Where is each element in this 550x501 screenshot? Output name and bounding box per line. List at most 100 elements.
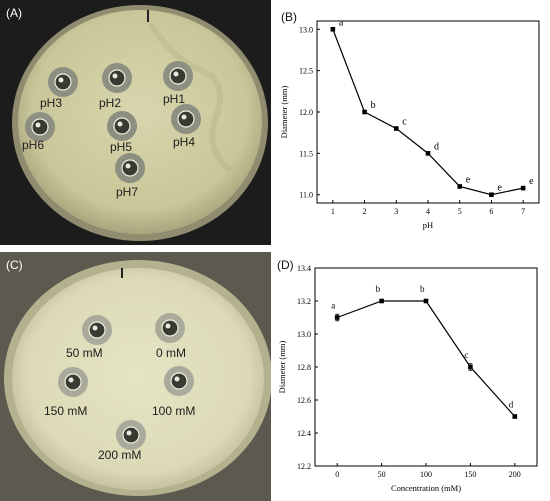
significance-label: e	[466, 174, 471, 185]
y-tick-label: 12.4	[297, 429, 311, 438]
x-tick-label: 4	[426, 207, 430, 216]
x-tick-label: 200	[509, 470, 521, 479]
data-point	[468, 364, 473, 370]
significance-label: d	[434, 141, 439, 152]
y-tick-label: 12.8	[297, 363, 311, 372]
x-axis-label: pH	[423, 220, 433, 230]
significance-label: e	[497, 183, 502, 194]
well-hole	[177, 110, 195, 128]
x-tick-label: 50	[378, 470, 386, 479]
well-hole	[31, 118, 49, 136]
data-point	[520, 185, 526, 191]
significance-label: b	[371, 100, 376, 111]
panel-b-chart: 1 2 3 4 5 6 7 11.0 11.5 12.0 12.5 13.0 pH Diameter (m…	[271, 0, 550, 248]
plot-frame	[314, 267, 538, 467]
data-point	[334, 315, 340, 320]
well-hole	[108, 69, 126, 87]
significance-label: e	[529, 176, 534, 187]
wells-c	[58, 313, 194, 450]
panel-label: (B)	[281, 10, 297, 24]
data-point	[330, 26, 336, 32]
wells-a	[25, 61, 201, 183]
data-point	[489, 192, 494, 198]
well-hole	[122, 426, 140, 444]
well-highlight	[58, 77, 64, 83]
data-point	[393, 126, 399, 131]
x-tick-label: 150	[464, 470, 476, 479]
y-tick-label: 12.2	[297, 462, 311, 471]
well-highlight	[165, 323, 171, 329]
significance-label: b	[376, 284, 381, 294]
significance-label: c	[402, 117, 407, 128]
well-label: 150 mM	[44, 404, 88, 418]
well-hole	[170, 372, 188, 390]
agar-surface	[18, 10, 262, 234]
well-highlight	[181, 114, 187, 120]
data-point	[379, 298, 384, 304]
y-tick-label: 12.0	[299, 108, 313, 117]
data-point	[423, 298, 429, 304]
panel-label: (A)	[6, 6, 22, 20]
well-label: 50 mM	[66, 346, 103, 360]
panel-c-photo: (C) 50 mM 0 mM 150 mM 100 mM 200 mM	[0, 252, 271, 501]
plate-c-illustration	[4, 260, 271, 496]
series-line	[332, 29, 524, 196]
y-axis-label: Diameter (mm)	[279, 86, 289, 139]
well-highlight	[92, 325, 98, 331]
x-tick-label: 0	[335, 470, 339, 479]
well-hole	[88, 321, 106, 339]
x-tick-label: 3	[394, 207, 398, 216]
well-hole	[64, 373, 82, 391]
well-hole	[169, 67, 187, 85]
x-tick-label: 1	[331, 207, 335, 216]
well-label: pH1	[163, 92, 186, 106]
well-label: pH3	[40, 96, 63, 110]
significance-label: b	[420, 284, 425, 294]
well-highlight	[117, 121, 123, 127]
well-label: pH6	[22, 138, 45, 152]
well-highlight	[174, 376, 180, 382]
y-tick-label: 13.2	[297, 297, 311, 306]
x-axis-label: Concentration (mM)	[391, 483, 461, 493]
well-label: 0 mM	[156, 346, 186, 360]
well-hole	[54, 73, 72, 91]
well-label: pH5	[110, 140, 133, 154]
well-label: 200 mM	[98, 448, 142, 462]
panel-d-chart: 0 50 100 150 200 12.2 12.4 12.6 12.8 13.0 13.2 13.4…	[271, 248, 550, 501]
agar-surface	[12, 268, 264, 490]
y-tick-label: 13.0	[299, 25, 313, 34]
significance-label: a	[331, 301, 335, 311]
series-line	[336, 300, 516, 417]
data-point	[362, 109, 367, 115]
plot-frame	[316, 20, 540, 204]
well-highlight	[68, 377, 74, 383]
x-tick-label: 100	[420, 470, 432, 479]
chart-d: 0 50 100 150 200 12.2 12.4 12.6 12.8 13.0 13.2 13.4…	[277, 264, 538, 493]
y-tick-label: 13.4	[297, 264, 311, 273]
y-tick-label: 12.5	[299, 67, 313, 76]
well-label: 100 mM	[152, 404, 196, 418]
y-tick-label: 13.0	[297, 330, 311, 339]
y-tick-label: 11.0	[299, 191, 313, 200]
well-label: pH4	[173, 135, 196, 149]
x-tick-label: 2	[363, 207, 367, 216]
plate-a-illustration	[12, 5, 268, 241]
well-highlight	[126, 430, 132, 436]
well-highlight	[35, 122, 41, 128]
well-highlight	[112, 73, 118, 79]
well-hole	[121, 159, 139, 177]
x-tick-label: 6	[489, 207, 493, 216]
panel-label: (C)	[6, 258, 23, 272]
data-point	[425, 151, 431, 156]
significance-label: d	[509, 400, 514, 410]
significance-label: a	[339, 17, 344, 28]
well-hole	[161, 319, 179, 337]
data-point	[457, 184, 463, 189]
data-point	[512, 414, 518, 419]
chart-b: 1 2 3 4 5 6 7 11.0 11.5 12.0 12.5 13.0 pH Diameter (m…	[279, 17, 540, 230]
well-highlight	[173, 71, 179, 77]
well-label: pH2	[99, 96, 122, 110]
y-tick-label: 12.6	[297, 396, 311, 405]
x-tick-label: 5	[458, 207, 462, 216]
y-axis-label: Diameter (mm)	[277, 341, 287, 394]
